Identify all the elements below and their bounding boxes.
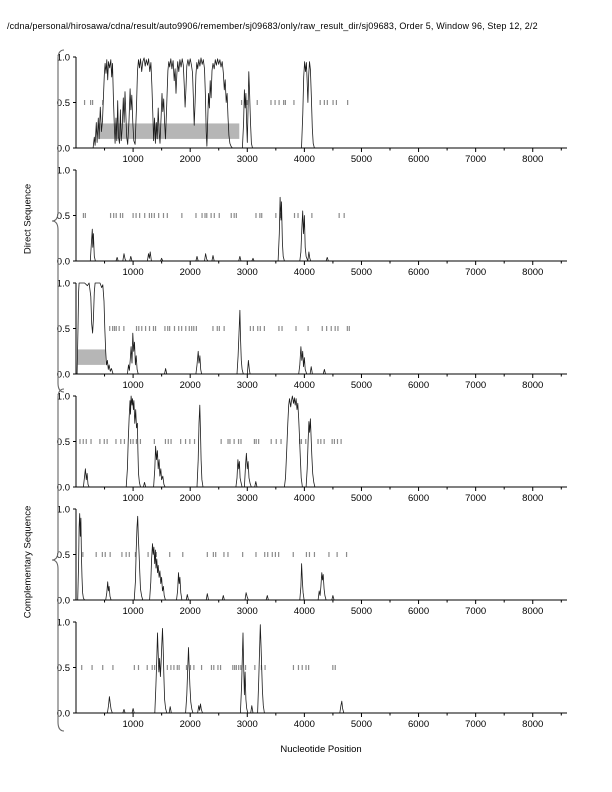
x-tick-label: 5000 [351, 154, 372, 165]
marker-tick-row [82, 213, 345, 218]
figure-title: /cdna/personal/hirosawa/cdna/result/auto… [7, 21, 538, 31]
x-tick-label: 2000 [180, 719, 201, 730]
panel-axes [73, 621, 567, 717]
y-tick-label: 0.0 [57, 370, 70, 381]
y-tick-label: 1.0 [57, 505, 70, 516]
x-tick-label: 5000 [351, 380, 372, 391]
x-tick-label: 2000 [180, 380, 201, 391]
panel-direct-frame-2: 0.0 0.5 1.0 1000 2000 3000 4000 5000 6000 7000 800… [57, 166, 567, 278]
x-tick-label: 6000 [408, 719, 429, 730]
y-tick-label: 0.0 [57, 483, 70, 494]
x-tick-label: 2000 [180, 606, 201, 617]
trace-line [76, 196, 567, 262]
x-tick-label: 8000 [522, 606, 543, 617]
x-tick-label: 7000 [465, 267, 486, 278]
panel-axes [73, 169, 567, 265]
x-tick-label: 1000 [123, 267, 144, 278]
x-tick-label: 4000 [294, 606, 315, 617]
y-tick-label: 0.5 [57, 324, 70, 335]
y-tick-label: 1.0 [57, 279, 70, 290]
y-tick-label: 0.5 [57, 211, 70, 222]
panel-complementary-frame-3: 0.0 0.5 1.0 1000 2000 3000 4000 5000 6000 7000 800… [57, 618, 567, 730]
panel-complementary-frame-1: 0.0 0.5 1.0 1000 2000 3000 4000 5000 6000 7000 800… [57, 392, 567, 504]
y-tick-label: 1.0 [57, 392, 70, 403]
trace-line [76, 624, 567, 714]
x-tick-label: 1000 [123, 606, 144, 617]
group-brace [51, 49, 65, 393]
panel-direct-frame-1: 0.0 0.5 1.0 1000 2000 3000 4000 5000 6000 7000 800… [57, 53, 567, 165]
y-tick-label: 0.0 [57, 257, 70, 268]
x-tick-label: 3000 [237, 719, 258, 730]
trace-line [77, 513, 567, 601]
predicted-region-bar [77, 349, 106, 365]
x-tick-label: 5000 [351, 493, 372, 504]
y-tick-label: 1.0 [57, 53, 70, 64]
x-tick-label: 4000 [294, 154, 315, 165]
marker-tick-row [82, 552, 348, 557]
x-tick-label: 8000 [522, 154, 543, 165]
x-tick-label: 3000 [237, 154, 258, 165]
marker-tick-row [81, 665, 336, 670]
x-tick-label: 7000 [465, 606, 486, 617]
panel-axes [73, 56, 567, 152]
group-brace [51, 388, 65, 732]
x-tick-label: 2000 [180, 154, 201, 165]
x-tick-label: 4000 [294, 719, 315, 730]
x-tick-label: 7000 [465, 154, 486, 165]
x-tick-label: 4000 [294, 380, 315, 391]
x-tick-label: 5000 [351, 719, 372, 730]
x-tick-label: 4000 [294, 267, 315, 278]
x-tick-label: 3000 [237, 267, 258, 278]
panel-axes [73, 508, 567, 604]
x-tick-label: 6000 [408, 606, 429, 617]
y-tick-label: 1.0 [57, 166, 70, 177]
x-tick-label: 1000 [123, 380, 144, 391]
x-tick-label: 1000 [123, 493, 144, 504]
y-tick-label: 0.0 [57, 596, 70, 607]
x-tick-label: 3000 [237, 606, 258, 617]
x-tick-label: 7000 [465, 380, 486, 391]
x-tick-label: 1000 [123, 154, 144, 165]
x-tick-label: 1000 [123, 719, 144, 730]
x-tick-label: 8000 [522, 380, 543, 391]
x-tick-label: 6000 [408, 154, 429, 165]
x-tick-label: 5000 [351, 267, 372, 278]
panel-complementary-frame-2: 0.0 0.5 1.0 1000 2000 3000 4000 5000 6000 7000 800… [57, 505, 567, 617]
x-tick-label: 8000 [522, 493, 543, 504]
x-tick-label: 6000 [408, 267, 429, 278]
y-tick-label: 1.0 [57, 618, 70, 629]
x-tick-label: 2000 [180, 493, 201, 504]
x-tick-label: 7000 [465, 719, 486, 730]
x-tick-label: 2000 [180, 267, 201, 278]
marker-tick-row [83, 100, 349, 105]
x-tick-label: 3000 [237, 493, 258, 504]
panel-axes [73, 282, 567, 378]
x-tick-label: 4000 [294, 493, 315, 504]
y-tick-label: 0.5 [57, 437, 70, 448]
y-tick-label: 0.0 [57, 144, 70, 155]
marker-tick-row [109, 326, 350, 331]
x-tick-label: 8000 [522, 267, 543, 278]
x-tick-label: 5000 [351, 606, 372, 617]
y-tick-label: 0.5 [57, 550, 70, 561]
x-tick-label: 6000 [408, 380, 429, 391]
x-tick-label: 8000 [522, 719, 543, 730]
panel-direct-frame-3: 0.0 0.5 1.0 1000 2000 3000 4000 5000 6000 7000 800… [57, 279, 567, 391]
x-axis-title: Nucleotide Position [280, 744, 362, 755]
trace-line [76, 395, 567, 488]
panel-axes [73, 395, 567, 491]
y-tick-label: 0.5 [57, 98, 70, 109]
y-tick-label: 0.5 [57, 663, 70, 674]
x-tick-label: 3000 [237, 380, 258, 391]
y-tick-label: 0.0 [57, 709, 70, 720]
x-tick-label: 7000 [465, 493, 486, 504]
x-tick-label: 6000 [408, 493, 429, 504]
marker-tick-row [79, 439, 342, 444]
